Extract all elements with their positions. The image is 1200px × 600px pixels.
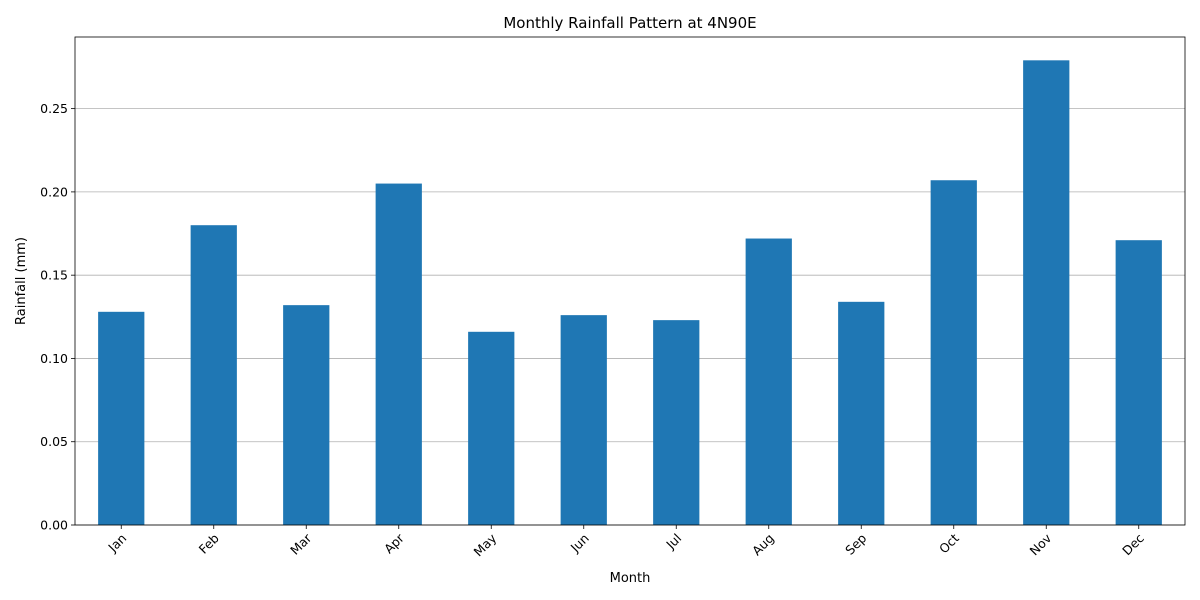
bar-dec — [1115, 240, 1162, 526]
bar-aug — [745, 238, 792, 526]
y-gridlines — [75, 108, 1185, 526]
bar-nov — [1023, 60, 1070, 525]
bar-apr — [375, 183, 422, 525]
y-tick-label: 0.25 — [40, 101, 68, 116]
x-tick-label: Jan — [104, 531, 129, 556]
x-tick-label: Jul — [662, 531, 684, 553]
bar-feb — [190, 225, 237, 525]
plot-frame — [74, 36, 1186, 526]
x-tick-label: Aug — [749, 531, 777, 559]
x-tick-label: Nov — [1027, 530, 1055, 558]
x-tick-label: May — [470, 530, 499, 559]
x-tick-label: Mar — [287, 530, 315, 558]
y-tick-label: 0.10 — [40, 351, 68, 366]
y-tick-label: 0.15 — [40, 268, 68, 283]
y-tick-label: 0.05 — [40, 434, 68, 449]
x-axis-label: Month — [610, 571, 651, 586]
bar-mar — [283, 305, 330, 525]
y-axis-label: Rainfall (mm) — [14, 237, 29, 325]
bar-jul — [653, 320, 700, 525]
bar-jun — [560, 315, 607, 525]
x-tick-label: Sep — [842, 530, 869, 557]
chart-title: Monthly Rainfall Pattern at 4N90E — [503, 14, 756, 32]
bar-sep — [838, 301, 885, 525]
x-tick-label: Apr — [381, 530, 408, 557]
x-tick-label: Dec — [1119, 530, 1147, 558]
bar-oct — [930, 180, 977, 526]
y-tick-label: 0.00 — [40, 518, 68, 533]
bar-jan — [98, 311, 145, 525]
bars — [98, 60, 1162, 526]
x-tick-label: Oct — [936, 530, 962, 556]
y-tick-label: 0.20 — [40, 184, 68, 199]
x-tick-label: Jun — [567, 531, 592, 556]
bar-may — [468, 331, 515, 525]
x-tick-label: Feb — [196, 530, 222, 556]
